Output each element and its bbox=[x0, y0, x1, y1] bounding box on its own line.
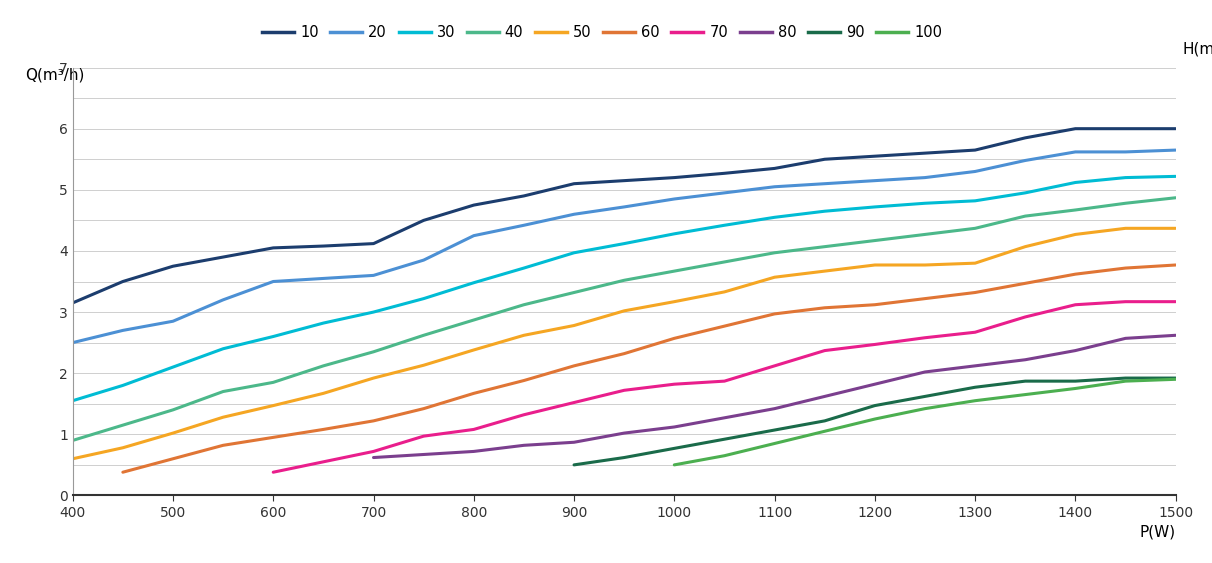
Legend: 10, 20, 30, 40, 50, 60, 70, 80, 90, 100: 10, 20, 30, 40, 50, 60, 70, 80, 90, 100 bbox=[256, 19, 948, 46]
X-axis label: P(W): P(W) bbox=[1139, 524, 1176, 539]
Text: H(m): H(m) bbox=[1183, 42, 1212, 56]
Y-axis label: Q(m³/h): Q(m³/h) bbox=[25, 68, 85, 83]
